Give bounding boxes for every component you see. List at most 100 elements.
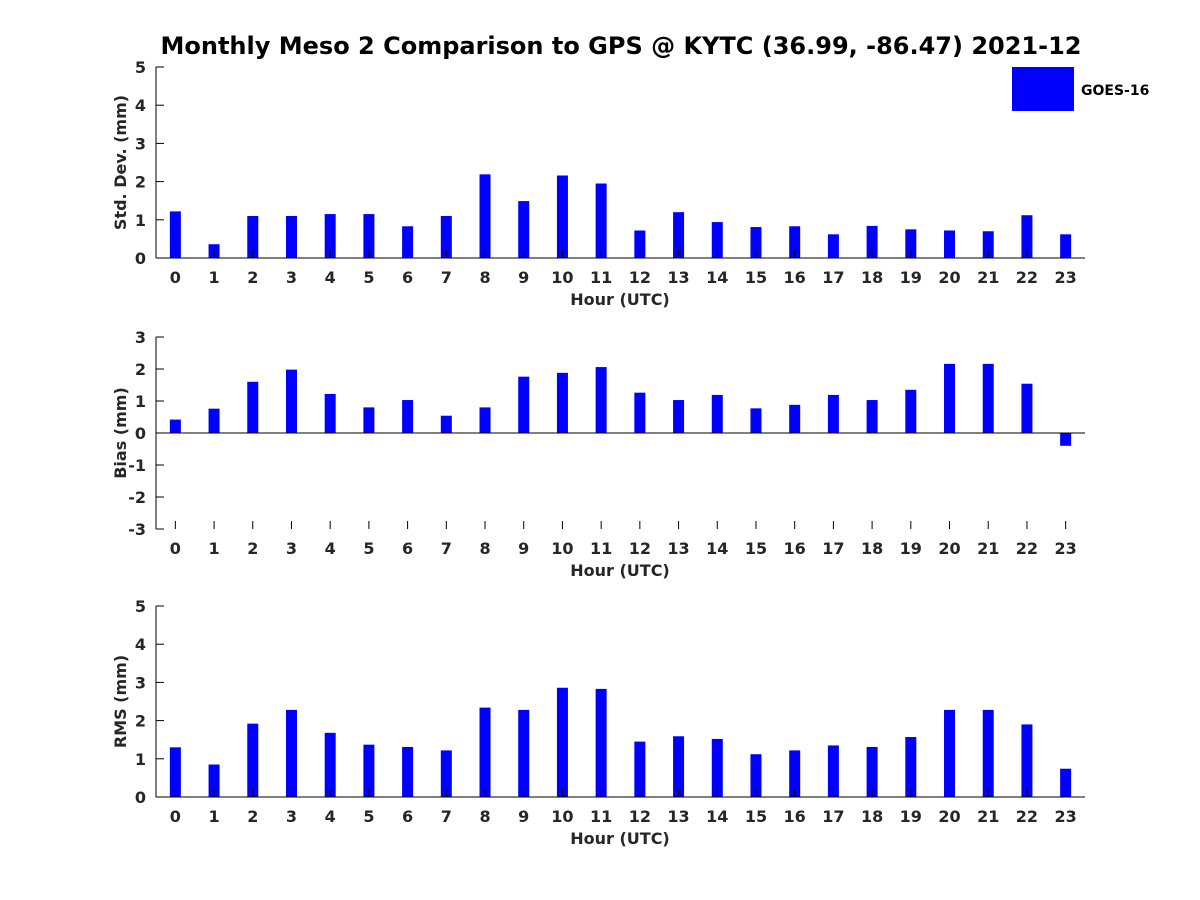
bar-panel1-hour-20 [944,230,956,258]
x-tick-label: 6 [402,268,413,287]
bar-panel1-hour-15 [750,227,762,258]
x-tick-label: 8 [479,807,490,826]
x-tick-label: 14 [706,807,728,826]
x-tick-label: 10 [551,539,573,558]
bar-panel1-hour-18 [866,225,878,258]
y-tick-label: 2 [135,173,146,192]
x-tick-label: 9 [518,268,529,287]
x-tick-label: 7 [441,268,452,287]
x-tick-label: 2 [247,268,258,287]
bar-panel2-hour-22 [1021,383,1033,433]
x-tick-label: 20 [938,539,960,558]
x-tick-label: 15 [745,539,767,558]
bar-panel3-hour-10 [556,687,568,797]
bar-panel3-hour-15 [750,754,762,797]
bar-panel2-hour-6 [402,400,414,433]
x-axis-label: Hour (UTC) [570,561,670,580]
bar-panel3-hour-19 [905,737,917,797]
x-tick-label: 10 [551,268,573,287]
bar-panel3-hour-17 [827,745,839,797]
bar-panel1-hour-17 [827,234,839,258]
x-tick-label: 7 [441,807,452,826]
bar-panel2-hour-10 [556,372,568,433]
x-tick-label: 16 [784,539,806,558]
bar-panel3-hour-14 [711,738,723,797]
bar-panel3-hour-9 [518,709,530,797]
x-tick-label: 18 [861,807,883,826]
x-tick-label: 6 [402,807,413,826]
x-tick-label: 18 [861,268,883,287]
x-tick-label: 13 [667,807,689,826]
bar-panel3-hour-7 [440,750,452,797]
bar-panel1-hour-13 [673,212,685,258]
bar-panel2-hour-18 [866,400,878,433]
x-tick-label: 23 [1055,268,1077,287]
x-tick-label: 0 [170,539,181,558]
bar-panel3-hour-18 [866,746,878,797]
x-tick-label: 10 [551,807,573,826]
bar-panel2-hour-12 [634,392,646,433]
y-tick-label: 4 [135,635,146,654]
bar-panel2-hour-7 [440,415,452,433]
bar-panel1-hour-8 [479,174,491,258]
x-tick-label: 11 [590,268,612,287]
bar-panel2-hour-3 [285,369,297,433]
x-tick-label: 8 [479,539,490,558]
x-tick-label: 0 [170,807,181,826]
bar-panel1-hour-12 [634,230,646,258]
bar-panel2-hour-23 [1060,433,1072,446]
bar-panel3-hour-2 [247,723,259,797]
x-tick-label: 3 [286,268,297,287]
bar-panel1-hour-4 [324,214,336,258]
bar-panel1-hour-9 [518,201,530,258]
bar-panel3-hour-11 [595,688,607,797]
x-tick-label: 1 [208,268,219,287]
x-tick-label: 12 [629,539,651,558]
bar-panel2-hour-16 [789,404,801,433]
x-tick-label: 4 [325,807,336,826]
bar-panel2-hour-20 [944,363,956,433]
bar-panel2-hour-5 [363,407,375,433]
y-tick-label: 2 [135,360,146,379]
x-tick-label: 20 [938,807,960,826]
x-tick-label: 11 [590,807,612,826]
x-tick-label: 0 [170,268,181,287]
bar-panel3-hour-13 [673,736,685,797]
x-tick-label: 6 [402,539,413,558]
x-tick-label: 21 [977,268,999,287]
x-tick-label: 2 [247,539,258,558]
x-tick-label: 2 [247,807,258,826]
x-tick-label: 20 [938,268,960,287]
bar-panel3-hour-6 [402,746,414,797]
bar-panel3-hour-1 [208,764,220,797]
x-tick-label: 9 [518,539,529,558]
bar-panel1-hour-21 [982,231,994,258]
y-tick-label: 1 [135,211,146,230]
x-tick-label: 1 [208,807,219,826]
bar-panel1-hour-10 [556,175,568,258]
x-tick-label: 15 [745,268,767,287]
x-tick-label: 14 [706,268,728,287]
bar-panel2-hour-15 [750,408,762,433]
y-tick-label: 5 [135,597,146,616]
y-tick-label: 3 [135,134,146,153]
x-tick-label: 14 [706,539,728,558]
x-tick-label: 17 [822,807,844,826]
y-tick-label: 2 [135,712,146,731]
y-tick-label: 0 [135,788,146,807]
bar-panel2-hour-21 [982,363,994,433]
x-tick-label: 19 [900,807,922,826]
y-axis-label: Std. Dev. (mm) [111,95,130,230]
x-tick-label: 9 [518,807,529,826]
x-tick-label: 21 [977,807,999,826]
bar-panel3-hour-4 [324,732,336,797]
legend: GOES-16 [1012,67,1149,111]
bar-panel1-hour-2 [247,215,259,258]
y-tick-label: 4 [135,96,146,115]
x-tick-label: 17 [822,539,844,558]
x-tick-label: 15 [745,807,767,826]
bar-panel3-hour-12 [634,741,646,797]
